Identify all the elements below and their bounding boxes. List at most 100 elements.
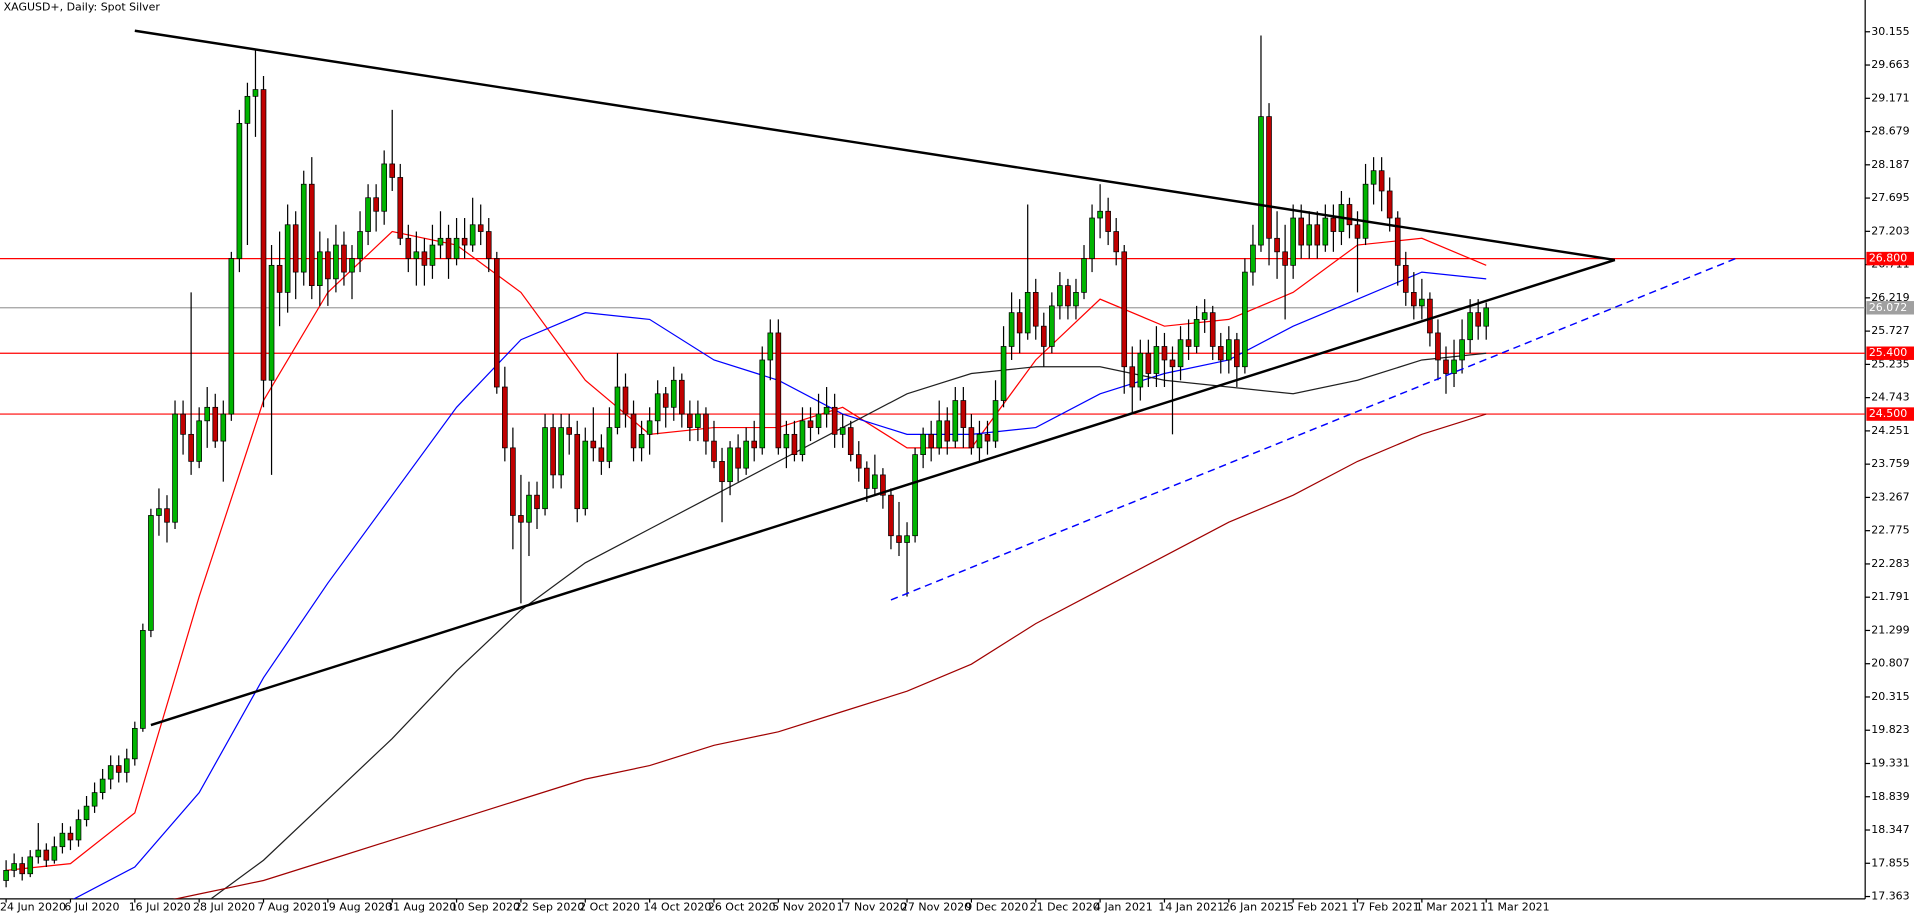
y-tick-label: 28.679 <box>1871 125 1909 138</box>
candle-body <box>1209 312 1216 347</box>
candle-body <box>1089 217 1095 259</box>
candle-body <box>123 758 130 773</box>
candle-body <box>904 535 910 543</box>
candle-body <box>719 461 725 483</box>
candle-body <box>831 406 838 435</box>
candle-body <box>1097 210 1103 219</box>
candle-body <box>1346 204 1353 226</box>
x-tick-label: 22 Sep 2020 <box>515 900 585 913</box>
candle-body <box>703 413 709 442</box>
candle-body <box>518 515 524 523</box>
candle-body <box>1411 292 1417 307</box>
candle-body <box>502 386 508 449</box>
x-tick-label: 4 Jan 2021 <box>1094 900 1153 913</box>
y-tick-label: 27.695 <box>1871 191 1909 204</box>
candle-body <box>1435 332 1441 361</box>
y-tick-label: 23.759 <box>1871 457 1909 470</box>
candle-body <box>1145 352 1152 374</box>
candle-body <box>244 95 251 124</box>
candle-body <box>622 386 629 415</box>
candle-body <box>107 765 114 780</box>
candle-body <box>204 406 211 422</box>
trendline <box>134 29 1616 262</box>
candle-body <box>1177 339 1184 368</box>
x-tick-label: 10 Sep 2020 <box>450 900 520 913</box>
candle-body <box>164 508 170 523</box>
candle-body <box>260 89 267 381</box>
x-tick-label: 14 Oct 2020 <box>644 900 712 913</box>
candle-body <box>687 413 693 428</box>
candle-body <box>389 163 396 178</box>
candle-body <box>1386 190 1393 219</box>
candle-body <box>1153 346 1160 374</box>
candle-body <box>1225 339 1232 361</box>
candle-body <box>1201 312 1208 320</box>
candle-body <box>252 89 259 97</box>
y-tick-label: 19.331 <box>1871 756 1909 769</box>
candle-body <box>51 846 58 861</box>
plot-area <box>0 29 1866 899</box>
x-tick-label: 17 Nov 2020 <box>837 900 907 913</box>
candle-body <box>228 258 235 415</box>
candle-body <box>606 427 613 462</box>
candle-body <box>140 630 146 729</box>
y-tick-label: 25.727 <box>1871 324 1909 337</box>
candle-body <box>11 863 17 871</box>
candle-body <box>542 427 548 510</box>
candle-body <box>99 778 106 793</box>
candle-body <box>1475 312 1481 327</box>
candle-body <box>91 792 98 807</box>
candle-body <box>791 433 798 455</box>
candle-body <box>1161 346 1168 361</box>
candle-body <box>968 427 975 449</box>
x-tick-label: 26 Jan 2021 <box>1223 900 1289 913</box>
candle-body <box>83 805 90 821</box>
price-level-tag <box>1866 407 1914 421</box>
candle-body <box>670 379 677 408</box>
moving-average <box>6 230 1487 871</box>
x-tick-label: 31 Aug 2020 <box>386 900 456 913</box>
candle-body <box>1314 224 1321 246</box>
y-tick-label: 23.267 <box>1871 490 1909 503</box>
candle-body <box>614 386 621 428</box>
candle-body <box>1378 170 1385 192</box>
candle-body <box>115 765 122 773</box>
candle-body <box>888 494 894 537</box>
candle-body <box>662 393 669 408</box>
candle-body <box>590 440 597 449</box>
candle-body <box>1000 346 1007 401</box>
candle-body <box>493 258 500 388</box>
y-tick-label: 25.235 <box>1871 357 1909 370</box>
x-tick-label: 2 Oct 2020 <box>579 900 640 913</box>
candle-body <box>815 413 822 428</box>
candle-body <box>477 224 484 232</box>
candle-body <box>1483 307 1490 327</box>
candle-body <box>1057 285 1063 307</box>
candle-body <box>445 237 452 259</box>
candle-body <box>847 427 854 455</box>
candle-body <box>630 413 637 449</box>
y-tick-label: 26.219 <box>1871 291 1909 304</box>
candle-body <box>775 332 782 449</box>
candle-body <box>292 224 299 273</box>
y-tick-label: 17.363 <box>1871 890 1909 903</box>
y-tick-label: 17.855 <box>1871 856 1909 869</box>
x-tick-label: 1 Mar 2021 <box>1416 900 1479 913</box>
candle-body <box>1049 305 1055 347</box>
y-tick-label: 22.775 <box>1871 524 1909 537</box>
candle-body <box>268 264 275 381</box>
candle-body <box>646 420 653 435</box>
candle-body <box>148 515 154 631</box>
candle-body <box>1040 325 1047 347</box>
candle-body <box>864 467 870 489</box>
price-level-tag <box>1866 251 1914 266</box>
candle-body <box>1419 298 1425 307</box>
candle-body <box>984 433 991 442</box>
candle-body <box>711 440 717 462</box>
candle-body <box>952 400 959 442</box>
candle-body <box>1016 312 1023 334</box>
x-tick-label: 27 Nov 2020 <box>901 900 971 913</box>
candle-body <box>1113 231 1119 253</box>
